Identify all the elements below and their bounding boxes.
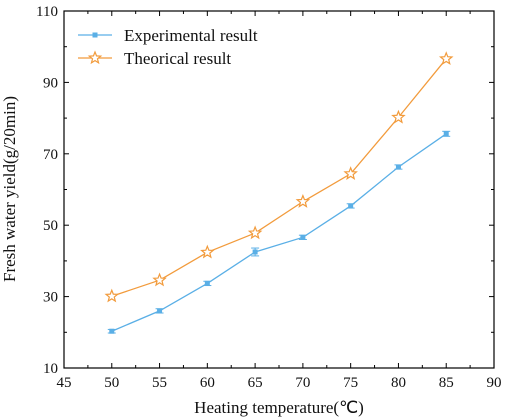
series-point xyxy=(252,249,258,255)
series-point xyxy=(92,32,98,38)
legend: Experimental result Theorical result xyxy=(78,26,258,68)
y-tick-label: 50 xyxy=(43,218,58,234)
series-point xyxy=(247,225,263,240)
y-tick-label: 110 xyxy=(36,4,58,20)
series-line xyxy=(111,58,447,297)
x-tick-label: 90 xyxy=(487,375,502,391)
legend-label: Theorical result xyxy=(124,49,231,68)
x-tick-label: 75 xyxy=(343,375,358,391)
x-tick-label: 45 xyxy=(57,375,72,391)
x-tick-label: 70 xyxy=(295,375,310,391)
series-point xyxy=(109,328,115,334)
series-point xyxy=(204,280,210,286)
y-tick-label: 30 xyxy=(43,290,58,306)
series-point xyxy=(391,109,406,124)
x-tick-label: 85 xyxy=(439,375,454,391)
x-tick-label: 55 xyxy=(152,375,167,391)
series-point xyxy=(157,308,163,314)
legend-label: Experimental result xyxy=(124,26,258,45)
series-layer xyxy=(104,51,454,334)
y-tick-label: 70 xyxy=(43,147,58,163)
y-tick-label: 10 xyxy=(43,361,58,377)
x-tick-label: 80 xyxy=(391,375,406,391)
series-point xyxy=(152,272,167,287)
series-point xyxy=(348,203,354,209)
series-point xyxy=(295,194,311,208)
axes: 45 50 55 60 65 70 75 80 85 90 10 30 50 70 90 110 xyxy=(36,4,501,391)
series-point xyxy=(104,288,120,303)
series xyxy=(107,130,451,334)
y-axis-title: Fresh water yield(g/20min) xyxy=(0,96,19,282)
y-tick-label: 90 xyxy=(43,75,58,91)
series xyxy=(104,51,454,303)
series-point xyxy=(395,164,401,170)
series-line xyxy=(111,133,447,332)
x-tick-label: 60 xyxy=(200,375,215,391)
series-point xyxy=(300,234,306,240)
x-axis-title: Heating temperature(℃) xyxy=(194,398,364,417)
x-tick-label: 65 xyxy=(248,375,263,391)
x-tick-label: 50 xyxy=(104,375,119,391)
series-point xyxy=(438,51,454,66)
series-point xyxy=(443,131,449,137)
series-point xyxy=(200,244,215,259)
series-point xyxy=(343,166,358,180)
series-point xyxy=(87,50,103,65)
